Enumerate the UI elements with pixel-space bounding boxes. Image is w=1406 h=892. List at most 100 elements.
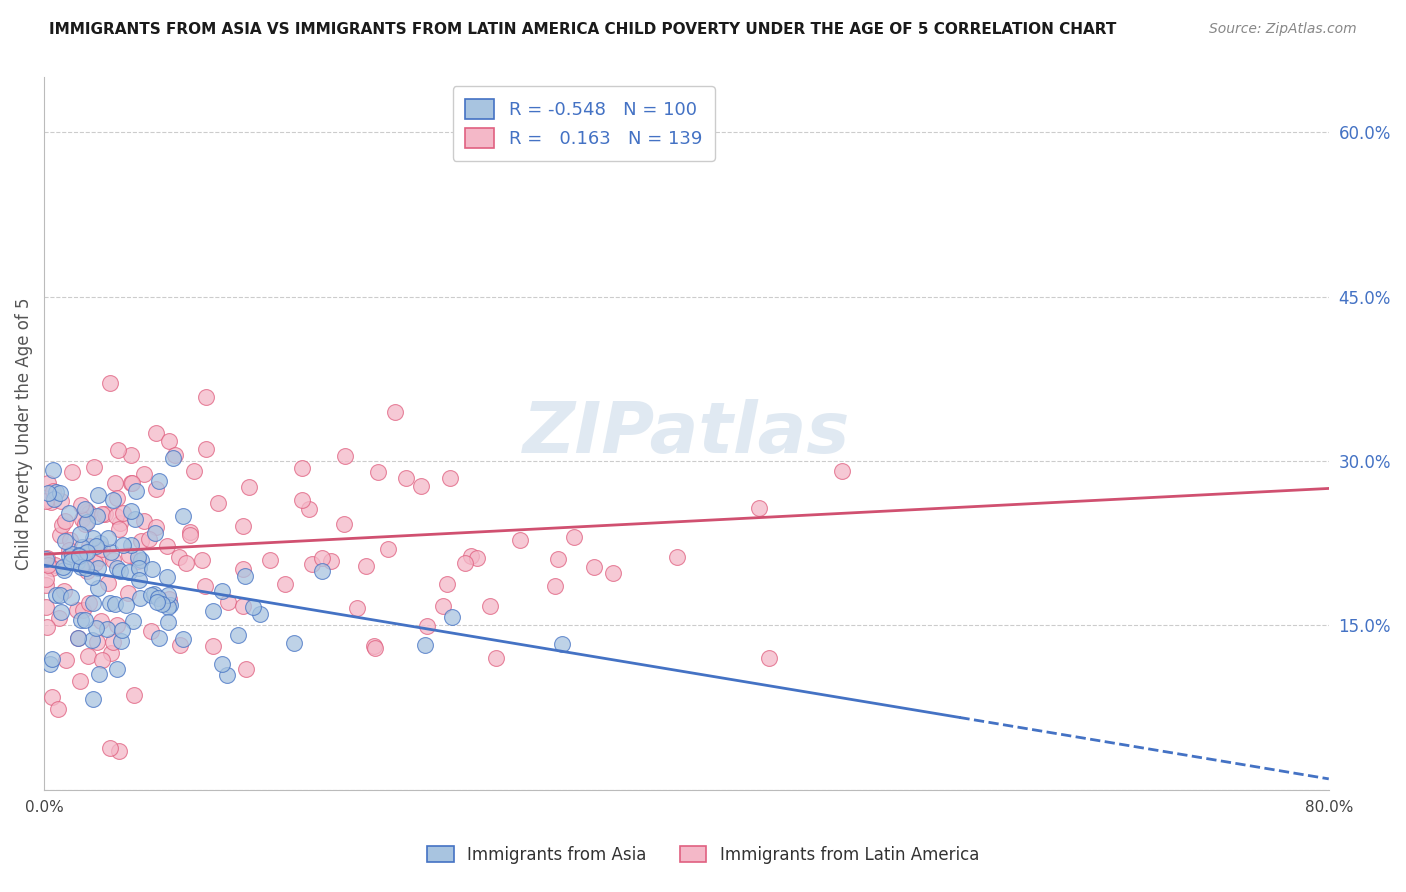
Point: [127, 554, 149, 568]
Point: [104, 476, 127, 491]
Point: [121, 476, 143, 491]
Point: [86, 508, 108, 523]
Point: [346, 600, 368, 615]
Point: [90, 542, 112, 557]
Point: [321, 554, 343, 568]
Point: [124, 688, 146, 702]
Point: [73, 613, 96, 627]
Point: [283, 636, 305, 650]
Point: [73, 502, 96, 516]
Point: [666, 549, 689, 564]
Point: [157, 592, 180, 607]
Point: [602, 566, 624, 581]
Text: Source: ZipAtlas.com: Source: ZipAtlas.com: [1209, 22, 1357, 37]
Point: [259, 553, 281, 567]
Point: [105, 662, 128, 676]
Point: [207, 496, 229, 510]
Point: [42, 463, 65, 477]
Point: [139, 624, 162, 639]
Point: [454, 556, 477, 570]
Point: [311, 565, 333, 579]
Point: [35, 551, 58, 566]
Text: ZIPatlas: ZIPatlas: [523, 399, 851, 468]
Point: [35, 572, 58, 586]
Point: [478, 599, 501, 613]
Point: [41, 690, 63, 704]
Point: [104, 597, 127, 611]
Point: [55, 653, 77, 667]
Point: [96, 622, 118, 636]
Point: [76, 649, 98, 664]
Point: [395, 470, 418, 484]
Point: [105, 491, 128, 505]
Point: [107, 443, 129, 458]
Point: [291, 492, 314, 507]
Point: [37, 476, 59, 491]
Point: [194, 442, 217, 456]
Point: [291, 461, 314, 475]
Point: [58, 549, 80, 563]
Point: [583, 560, 606, 574]
Point: [124, 484, 146, 499]
Point: [108, 522, 131, 536]
Point: [377, 541, 399, 556]
Point: [37, 486, 59, 500]
Point: [439, 471, 461, 485]
Point: [60, 547, 83, 561]
Point: [167, 549, 190, 564]
Point: [67, 631, 90, 645]
Point: [70, 540, 93, 554]
Point: [75, 517, 97, 532]
Point: [226, 628, 249, 642]
Point: [66, 632, 89, 646]
Point: [118, 548, 141, 562]
Point: [139, 588, 162, 602]
Point: [80, 570, 103, 584]
Point: [41, 484, 63, 499]
Point: [48, 610, 70, 624]
Point: [39, 495, 62, 509]
Point: [128, 561, 150, 575]
Point: [465, 551, 488, 566]
Point: [83, 459, 105, 474]
Point: [84, 540, 107, 554]
Point: [41, 652, 63, 666]
Point: [52, 563, 75, 577]
Point: [35, 599, 58, 614]
Point: [89, 550, 111, 565]
Point: [77, 539, 100, 553]
Point: [112, 506, 135, 520]
Point: [156, 539, 179, 553]
Point: [301, 557, 323, 571]
Point: [86, 561, 108, 575]
Point: [35, 620, 58, 634]
Point: [76, 503, 98, 517]
Point: [432, 599, 454, 613]
Point: [84, 556, 107, 570]
Point: [436, 576, 458, 591]
Point: [384, 405, 406, 419]
Point: [211, 584, 233, 599]
Point: [111, 538, 134, 552]
Point: [86, 635, 108, 649]
Point: [97, 575, 120, 590]
Point: [84, 621, 107, 635]
Point: [413, 638, 436, 652]
Point: [100, 646, 122, 660]
Point: [134, 514, 156, 528]
Point: [194, 391, 217, 405]
Point: [76, 516, 98, 530]
Point: [169, 639, 191, 653]
Point: [367, 465, 389, 479]
Y-axis label: Child Poverty Under the Age of 5: Child Poverty Under the Age of 5: [15, 297, 32, 570]
Point: [232, 599, 254, 613]
Point: [35, 578, 58, 592]
Point: [118, 566, 141, 580]
Point: [172, 632, 194, 646]
Point: [72, 603, 94, 617]
Point: [117, 586, 139, 600]
Point: [143, 525, 166, 540]
Point: [89, 535, 111, 549]
Point: [97, 531, 120, 545]
Point: [217, 595, 239, 609]
